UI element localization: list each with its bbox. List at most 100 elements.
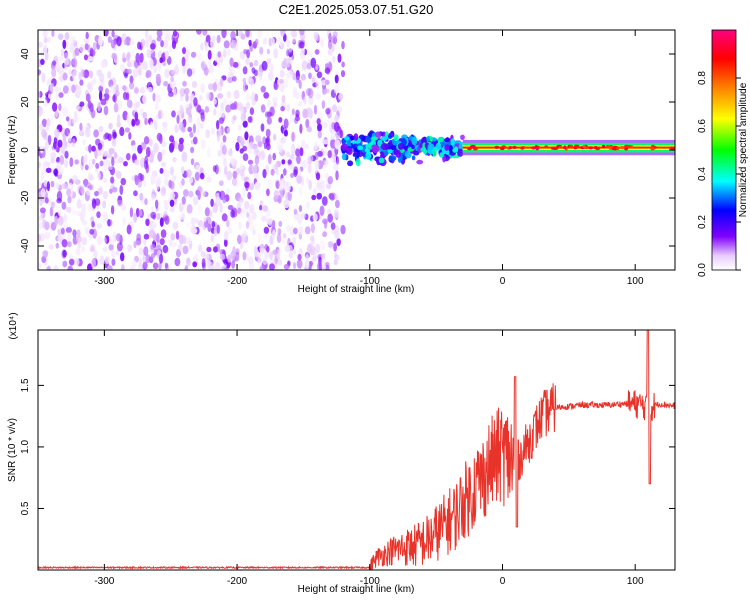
heatmap-cell (159, 57, 163, 64)
y-tick-label: 20 (20, 96, 31, 108)
heatmap-cell (151, 193, 156, 201)
heatmap-cell (334, 74, 339, 84)
heatmap-cell (200, 82, 205, 94)
heatmap-cell (157, 110, 162, 119)
heatmap-cell (108, 244, 114, 251)
x-tick-label: -300 (94, 276, 114, 287)
heatmap-cell (116, 242, 123, 252)
heatmap-cell (126, 224, 132, 235)
heatmap-cell (157, 62, 162, 73)
heatmap-cell (245, 30, 250, 38)
heatmap-cell (283, 263, 290, 270)
heatmap-cell (248, 39, 252, 47)
heatmap-cell (208, 83, 214, 91)
heatmap-cell (254, 155, 260, 166)
heatmap-cell (60, 48, 64, 57)
heatmap-cell (508, 146, 513, 150)
heatmap-cell (383, 150, 389, 157)
heatmap-cell (50, 157, 55, 164)
heatmap-cell (283, 199, 290, 209)
heatmap-cell (605, 145, 610, 149)
heatmap-cell (194, 253, 198, 262)
heatmap-cell (341, 40, 345, 50)
colorbar-tick-label: 0.4 (697, 167, 708, 181)
heatmap-cell (315, 92, 321, 100)
heatmap-cell (45, 197, 49, 204)
heatmap-cell (313, 104, 318, 115)
heatmap-cell (311, 194, 317, 201)
heatmap-cell (60, 145, 66, 155)
heatmap-cell (85, 127, 91, 138)
heatmap-cell (411, 144, 415, 150)
heatmap-cell (67, 232, 72, 242)
y-tick-label: 1.0 (20, 440, 31, 454)
heatmap-cell (67, 132, 72, 142)
heatmap-cell (139, 86, 145, 94)
heatmap-cell (161, 262, 165, 268)
heatmap-cell (102, 177, 108, 184)
heatmap-cell (260, 123, 265, 132)
heatmap-cell (237, 234, 242, 245)
heatmap-cell (113, 102, 119, 113)
heatmap-cell (267, 154, 272, 165)
heatmap-cell (166, 32, 172, 39)
heatmap-cell (325, 262, 330, 268)
heatmap-cell (111, 249, 116, 258)
heatmap-cell (71, 84, 76, 94)
heatmap-cell (247, 159, 254, 165)
heatmap-cell (322, 86, 327, 95)
heatmap-cell (153, 65, 158, 74)
heatmap-cell (47, 265, 51, 270)
heatmap-cell (306, 63, 311, 70)
heatmap-cell (377, 139, 383, 147)
heatmap-cell (257, 30, 263, 38)
heatmap-cell (357, 145, 364, 151)
heatmap-cell (146, 48, 152, 59)
heatmap-cell (122, 57, 127, 63)
heatmap-cell (93, 77, 97, 84)
heatmap-cell (332, 31, 338, 38)
heatmap-cell (512, 145, 517, 149)
heatmap-cell (211, 35, 216, 43)
heatmap-cell (74, 47, 80, 57)
heatmap-cell (106, 71, 112, 79)
heatmap-cell (341, 61, 345, 68)
heatmap-cell (82, 139, 86, 145)
heatmap-cell (147, 86, 153, 93)
heatmap-cell (624, 147, 628, 151)
heatmap-cell (200, 42, 204, 51)
heatmap-cell (81, 237, 88, 246)
heatmap-cell (308, 95, 314, 106)
heatmap-cell (228, 65, 234, 72)
heatmap-cell (328, 32, 332, 43)
heatmap-cell (76, 247, 81, 256)
heatmap-cell (109, 236, 116, 245)
heatmap-cell (81, 210, 87, 218)
heatmap-cell (218, 128, 222, 137)
heatmap-cell (411, 155, 416, 161)
heatmap-cell (41, 72, 46, 83)
heatmap-cell (277, 139, 283, 148)
heatmap-cell (116, 121, 121, 128)
heatmap-cell (58, 56, 64, 62)
heatmap-cell (72, 118, 77, 125)
heatmap-cell (299, 123, 303, 134)
heatmap-cell (124, 72, 128, 79)
heatmap-cell (162, 125, 168, 133)
heatmap-cell (174, 140, 179, 150)
heatmap-cell (199, 122, 204, 129)
heatmap-cell (89, 228, 95, 235)
heatmap-cell (131, 118, 136, 127)
heatmap-cell (340, 224, 346, 235)
heatmap-cell (292, 236, 296, 246)
heatmap-cell (181, 151, 188, 163)
heatmap-cell (108, 37, 112, 44)
heatmap-cell (156, 36, 162, 42)
heatmap-cell (126, 99, 133, 109)
heatmap-cell (138, 257, 142, 268)
heatmap-cell (45, 167, 52, 173)
heatmap-cell (293, 208, 298, 215)
heatmap-cell (422, 148, 428, 155)
heatmap-cell (48, 93, 52, 99)
heatmap-cell (335, 130, 341, 139)
